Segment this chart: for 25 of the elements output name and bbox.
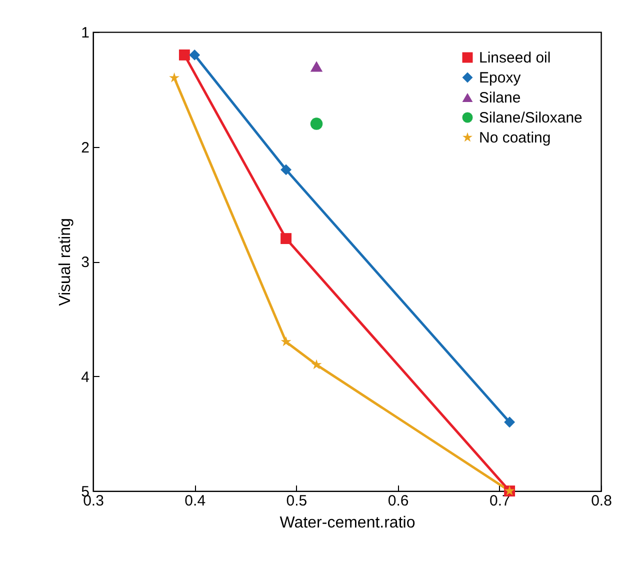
point [178, 49, 190, 60]
x-tick-label: 0.5 [286, 492, 308, 510]
legend-label: Epoxy [479, 70, 522, 86]
legend-label: Linseed oil [479, 50, 551, 66]
legend-label: Silane [479, 90, 521, 106]
x-axis-title: Water-cement.ratio [280, 514, 416, 532]
y-tick-label: 3 [81, 254, 90, 271]
point [280, 336, 292, 346]
y-tick-label: 1 [81, 24, 90, 42]
legend-label: No coating [479, 130, 551, 146]
y-tick-label: 4 [81, 368, 90, 386]
point [310, 61, 323, 72]
x-tick-label: 0.6 [388, 492, 409, 510]
point [189, 49, 200, 60]
y-axis-title: Visual rating [57, 218, 74, 306]
point [311, 359, 322, 370]
point [310, 118, 323, 130]
point [504, 416, 516, 428]
point [169, 72, 180, 82]
legend-label: Silane/Siloxane [479, 110, 582, 126]
x-tick-label: 0.4 [184, 492, 206, 510]
point [280, 233, 292, 244]
y-tick-label: 2 [81, 139, 90, 156]
x-tick-label: 0.8 [591, 492, 612, 510]
point [280, 164, 292, 176]
